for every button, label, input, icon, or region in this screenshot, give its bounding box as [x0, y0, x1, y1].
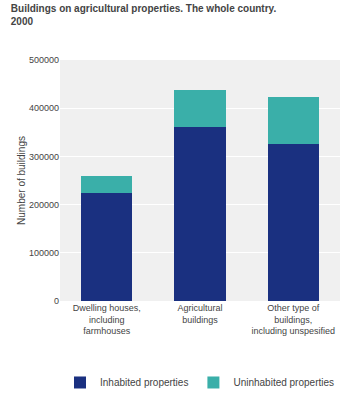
svg-text:Inhabited properties: Inhabited properties: [100, 377, 188, 388]
svg-text:Agriculturalbuildings: Agriculturalbuildings: [177, 303, 222, 325]
svg-text:Uninhabited properties: Uninhabited properties: [233, 377, 334, 388]
svg-text:Number of buildings: Number of buildings: [16, 136, 27, 225]
svg-text:Buildings on agricultural prop: Buildings on agricultural properties. Th…: [11, 3, 277, 27]
svg-text:Dwelling houses,includingfarmh: Dwelling houses,includingfarmhouses: [73, 303, 141, 336]
svg-text:300000: 300000: [29, 152, 59, 162]
svg-text:200000: 200000: [29, 200, 59, 210]
svg-text:0: 0: [54, 296, 59, 306]
svg-text:400000: 400000: [29, 103, 59, 113]
svg-text:500000: 500000: [29, 55, 59, 65]
svg-text:Other type ofbuildings,includi: Other type ofbuildings,including unspesi…: [252, 303, 336, 336]
svg-text:100000: 100000: [29, 248, 59, 258]
